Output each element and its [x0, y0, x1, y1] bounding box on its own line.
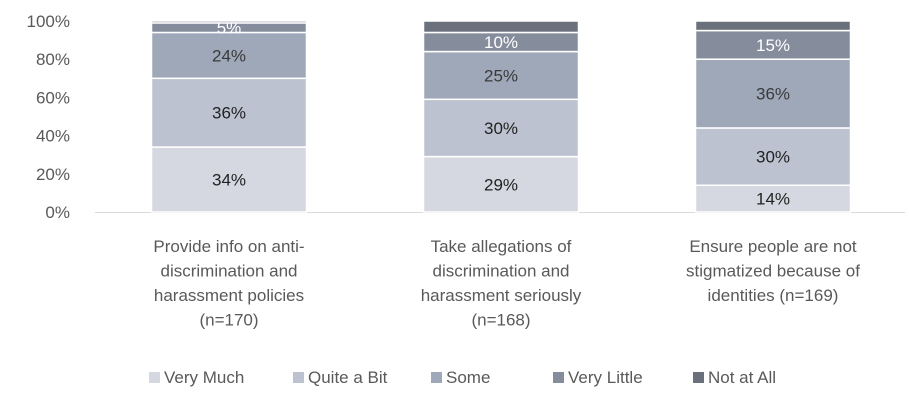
- bar-segment: [150, 146, 308, 213]
- x-category-label: discrimination and: [432, 262, 569, 281]
- bar-segment: [422, 155, 580, 213]
- legend-label: Some: [446, 368, 490, 387]
- data-label: 36%: [756, 85, 790, 104]
- x-category-label: stigmatized because of: [686, 262, 860, 281]
- bar-segment: [150, 20, 308, 24]
- y-tick-label: 20%: [36, 165, 70, 184]
- x-category-label: Take allegations of: [431, 237, 572, 256]
- x-category-label: harassment policies: [154, 286, 304, 305]
- y-tick-label: 60%: [36, 88, 70, 107]
- bar-segment: [422, 98, 580, 158]
- x-category-label: discrimination and: [160, 262, 297, 281]
- x-category-label: (n=170): [199, 311, 258, 330]
- legend-label: Quite a Bit: [308, 368, 388, 387]
- bar-segment: [422, 50, 580, 101]
- bar-segment: [694, 184, 852, 213]
- bar-segment: [694, 127, 852, 187]
- data-label: 25%: [484, 66, 518, 85]
- y-tick-label: 0%: [45, 203, 70, 222]
- data-label: 24%: [212, 46, 246, 65]
- bar-segment: [694, 20, 852, 32]
- legend-swatch: [693, 372, 704, 383]
- legend-label: Not at All: [708, 368, 776, 387]
- x-category-label: Provide info on anti-: [153, 237, 304, 256]
- data-label: 30%: [484, 119, 518, 138]
- legend-swatch: [431, 372, 442, 383]
- data-label: 30%: [756, 148, 790, 167]
- data-label: 15%: [756, 36, 790, 55]
- x-category-label: harassment seriously: [421, 286, 582, 305]
- x-category-label: Ensure people are not: [689, 237, 857, 256]
- legend-swatch: [149, 372, 160, 383]
- y-tick-label: 80%: [36, 50, 70, 69]
- data-label: 14%: [756, 190, 790, 209]
- bar-segment: [694, 29, 852, 60]
- data-label: 29%: [484, 175, 518, 194]
- legend-swatch: [553, 372, 564, 383]
- data-label: 34%: [212, 171, 246, 190]
- legend-label: Very Little: [568, 368, 643, 387]
- y-tick-label: 40%: [36, 127, 70, 146]
- legend-swatch: [293, 372, 304, 383]
- legend-label: Very Much: [164, 368, 244, 387]
- bar-segment: [150, 77, 308, 148]
- bar-segment: [422, 20, 580, 34]
- data-label: 10%: [484, 33, 518, 52]
- data-label: 36%: [212, 104, 246, 123]
- y-tick-label: 100%: [27, 12, 70, 31]
- x-category-label: (n=168): [471, 311, 530, 330]
- x-category-label: identities (n=169): [708, 286, 839, 305]
